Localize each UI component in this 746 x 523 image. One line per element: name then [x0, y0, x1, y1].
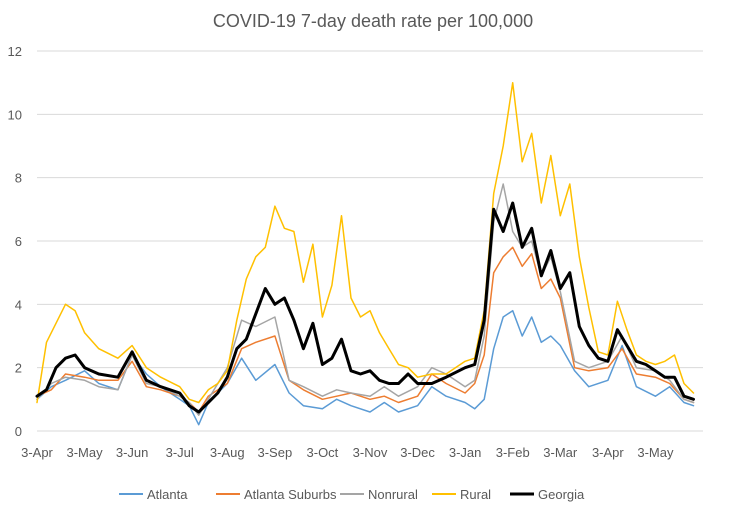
x-tick-label: 3-May	[67, 445, 104, 460]
y-axis-ticks: 0 2 4 6 8 10 12	[8, 44, 22, 439]
chart-title: COVID-19 7-day death rate per 100,000	[213, 11, 533, 31]
x-tick-label: 3-Apr	[592, 445, 624, 460]
x-tick-label: 3-Nov	[353, 445, 388, 460]
x-axis-ticks: 3-Apr 3-May 3-Jun 3-Jul 3-Aug 3-Sep 3-Oct 3-Nov…	[21, 445, 674, 460]
series-line-atlanta-suburbs	[36, 246, 695, 413]
x-tick-label: 3-Jan	[449, 445, 482, 460]
x-tick-label: 3-Mar	[543, 445, 578, 460]
y-tick-label: 8	[15, 171, 22, 186]
series-lines	[35, 81, 695, 426]
y-tick-label: 2	[15, 361, 22, 376]
series-line-rural	[36, 81, 695, 404]
y-tick-label: 6	[15, 234, 22, 249]
x-tick-label: 3-Sep	[258, 445, 293, 460]
x-tick-label: 3-Apr	[21, 445, 53, 460]
x-tick-label: 3-Jun	[116, 445, 149, 460]
x-tick-label: 3-Jul	[166, 445, 194, 460]
y-tick-label: 4	[15, 297, 22, 312]
legend-label-atlanta: Atlanta	[147, 487, 188, 502]
gridlines	[37, 50, 703, 432]
legend-label-nonrural: Nonrural	[368, 487, 418, 502]
x-tick-label: 3-May	[637, 445, 674, 460]
x-tick-label: 3-Dec	[400, 445, 435, 460]
legend: Atlanta Atlanta Suburbs Nonrural Rural Georg…	[119, 487, 585, 502]
y-tick-label: 12	[8, 44, 22, 59]
x-tick-label: 3-Aug	[210, 445, 245, 460]
legend-label-georgia: Georgia	[538, 487, 585, 502]
series-line-georgia	[35, 201, 695, 414]
x-tick-label: 3-Feb	[496, 445, 530, 460]
y-tick-label: 10	[8, 107, 22, 122]
y-tick-label: 0	[15, 424, 22, 439]
legend-label-atlanta-suburbs: Atlanta Suburbs	[244, 487, 337, 502]
legend-label-rural: Rural	[460, 487, 491, 502]
x-tick-label: 3-Oct	[307, 445, 339, 460]
